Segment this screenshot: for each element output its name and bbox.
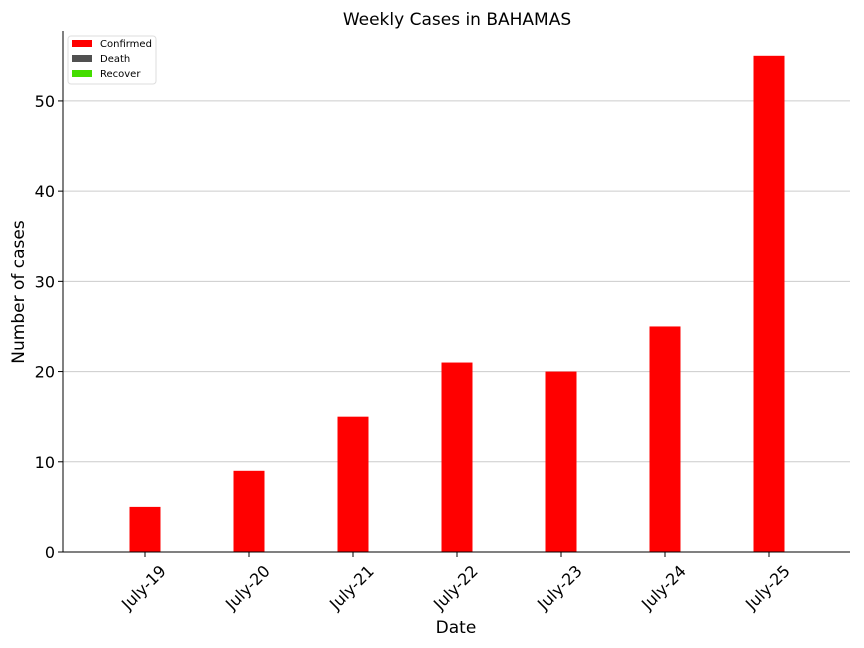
chart-title: Weekly Cases in BAHAMAS [343,10,571,30]
y-tick-label: 50 [35,92,55,111]
y-axis-label: Number of cases [9,220,29,364]
x-tick-label: July-25 [741,561,794,614]
y-tick-label: 40 [35,182,55,201]
x-tick-label: July-19 [117,561,170,614]
bar-confirmed-july-20 [233,470,265,552]
x-tick-label: July-23 [533,561,586,614]
bar-confirmed-july-25 [753,55,785,553]
y-tick-labels: 0 10 20 30 40 50 [35,92,63,562]
legend: Confirmed Death Recover [67,35,157,85]
bar-confirmed-july-24 [649,326,681,552]
bars [129,55,785,553]
legend-swatch [72,55,92,62]
x-tick-label: July-20 [221,561,274,614]
x-tick-label: July-21 [325,561,378,614]
legend-label: Recover [100,69,141,80]
legend-swatch [72,70,92,77]
gridlines [63,100,850,463]
legend-swatch [72,40,92,47]
x-tick-label: July-24 [637,561,690,614]
legend-label: Death [100,54,130,65]
y-tick-label: 0 [45,543,55,562]
bar-confirmed-july-22 [441,362,473,552]
x-tick-labels: July-19 July-20 July-21 July-22 July-23 July-… [117,552,794,614]
bar-confirmed-july-19 [129,506,161,552]
y-tick-label: 30 [35,272,55,291]
x-axis-label: Date [436,618,477,638]
legend-label: Confirmed [100,39,152,50]
x-tick-label: July-22 [429,561,482,614]
y-tick-label: 20 [35,363,55,382]
bar-confirmed-july-23 [545,371,577,552]
bar-confirmed-july-21 [337,416,369,552]
y-tick-label: 10 [35,453,55,472]
